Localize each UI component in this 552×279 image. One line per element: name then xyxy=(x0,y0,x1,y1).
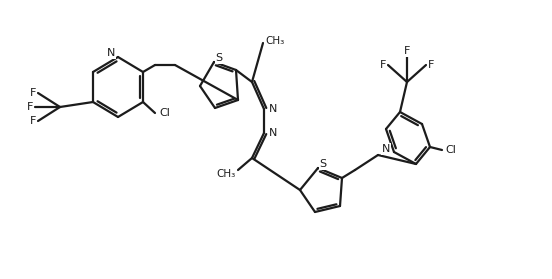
Text: N: N xyxy=(381,144,390,154)
Text: S: S xyxy=(215,53,222,63)
Text: Cl: Cl xyxy=(159,108,170,118)
Text: F: F xyxy=(30,116,36,126)
Text: S: S xyxy=(320,159,327,169)
Text: CH₃: CH₃ xyxy=(217,169,236,179)
Text: F: F xyxy=(404,46,410,56)
Text: N: N xyxy=(269,128,277,138)
Text: Cl: Cl xyxy=(445,145,456,155)
Text: F: F xyxy=(30,88,36,98)
Text: F: F xyxy=(26,102,33,112)
Text: F: F xyxy=(428,60,434,70)
Text: N: N xyxy=(269,104,277,114)
Text: N: N xyxy=(107,48,115,58)
Text: CH₃: CH₃ xyxy=(265,36,284,46)
Text: F: F xyxy=(380,60,386,70)
